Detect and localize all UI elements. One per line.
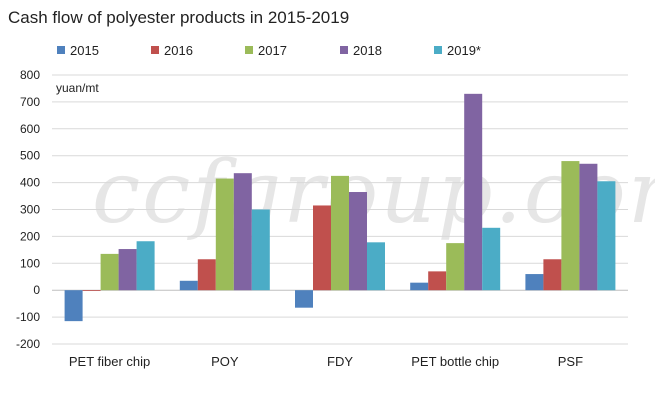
bar: [179, 280, 198, 291]
bar: [428, 271, 447, 291]
bar: [446, 243, 465, 291]
bar: [64, 290, 83, 322]
bar: [197, 259, 216, 291]
bar: [579, 163, 598, 291]
y-tick-label: -200: [16, 337, 40, 351]
legend-swatch: [151, 46, 159, 54]
y-tick-label: -100: [16, 310, 40, 324]
x-category-label: FDY: [327, 354, 353, 369]
bar: [295, 290, 313, 308]
x-category-label: POY: [211, 354, 239, 369]
x-category-label: PSF: [558, 354, 583, 369]
bar: [464, 93, 483, 291]
y-tick-label: 500: [20, 149, 40, 163]
bar: [331, 175, 349, 291]
bar: [251, 209, 270, 291]
y-tick-label: 700: [20, 95, 40, 109]
bar: [349, 192, 367, 291]
bar: [136, 241, 155, 291]
legend: 2015 2016 2017 2018 2019*: [57, 43, 481, 58]
legend-swatch: [340, 46, 348, 54]
bars: [64, 93, 616, 322]
bar: [543, 259, 562, 291]
bar: [482, 227, 501, 291]
legend-label: 2019*: [447, 43, 481, 58]
bar: [597, 181, 616, 291]
x-category-label: PET bottle chip: [411, 354, 499, 369]
y-axis-ticks: -200 -100 0 100 200 300 400 500 600 700 800: [16, 68, 40, 351]
x-category-label: PET fiber chip: [69, 354, 150, 369]
watermark: ccfgroup.com: [92, 143, 655, 243]
y-tick-label: 0: [33, 283, 40, 297]
x-axis-labels: PET fiber chip POY FDY PET bottle chip PSF: [69, 354, 583, 369]
legend-label: 2017: [258, 43, 287, 58]
bar: [367, 242, 385, 291]
y-axis-unit-label: yuan/mt: [56, 81, 99, 95]
legend-label: 2016: [164, 43, 193, 58]
legend-swatch: [245, 46, 253, 54]
chart-title: Cash flow of polyester products in 2015-…: [8, 8, 349, 27]
bar: [215, 178, 234, 291]
y-tick-label: 300: [20, 203, 40, 217]
bar: [313, 205, 331, 291]
y-tick-label: 600: [20, 122, 40, 136]
bar: [561, 161, 580, 291]
bar: [410, 282, 429, 291]
bar: [118, 249, 137, 291]
y-tick-label: 100: [20, 256, 40, 270]
bar: [100, 253, 119, 291]
bar: [82, 290, 101, 292]
y-tick-label: 800: [20, 68, 40, 82]
legend-label: 2018: [353, 43, 382, 58]
legend-swatch: [57, 46, 65, 54]
legend-label: 2015: [70, 43, 99, 58]
legend-swatch: [434, 46, 442, 54]
bar: [525, 274, 544, 291]
y-tick-label: 200: [20, 229, 40, 243]
y-tick-label: 400: [20, 176, 40, 190]
bar: [233, 173, 252, 291]
